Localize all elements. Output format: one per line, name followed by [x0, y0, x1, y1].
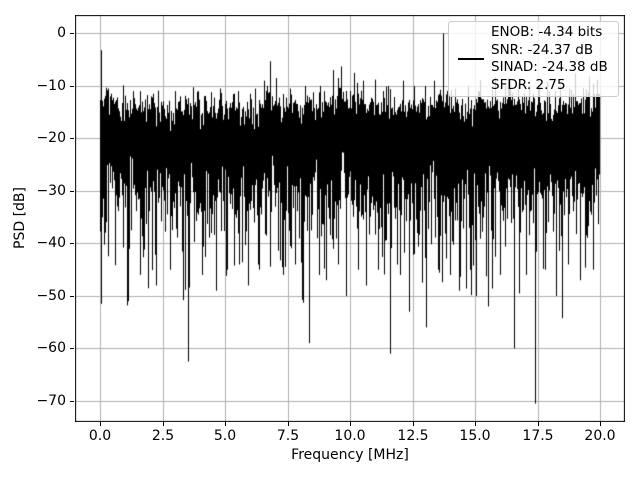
x-tick-label: 5.0 [213, 428, 237, 444]
y-axis-label: PSD [dB] [12, 187, 28, 249]
y-tick-label: −70 [36, 393, 66, 409]
y-tick-mark [70, 191, 74, 192]
x-axis-label: Frequency [MHz] [291, 447, 409, 463]
y-tick-mark [70, 401, 74, 402]
x-tick-label: 7.5 [276, 428, 300, 444]
y-tick-mark [70, 138, 74, 139]
legend-enob-value: ENOB: -4.34 bits [491, 24, 603, 40]
y-tick-mark [70, 243, 74, 244]
y-tick-mark [70, 86, 74, 87]
y-tick-label: −30 [36, 183, 66, 199]
x-tick-label: 12.5 [397, 428, 429, 444]
legend-snr-value: SNR: -24.37 dB [491, 41, 594, 58]
legend-text-block: ENOB: -4.34 bits SNR: -24.37 dB SINAD: -… [491, 24, 608, 94]
y-tick-label: −60 [36, 340, 66, 356]
legend-line-sample-icon [458, 58, 484, 60]
y-tick-label: −50 [36, 288, 66, 304]
y-tick-label: −10 [36, 78, 66, 94]
x-tick-mark [538, 422, 539, 426]
y-tick-mark [70, 348, 74, 349]
x-tick-mark [100, 422, 101, 426]
x-tick-mark [163, 422, 164, 426]
legend-sfdr-value: SFDR: 2.75 [491, 76, 566, 93]
x-tick-label: 10.0 [334, 428, 366, 444]
legend-sinad-value: SINAD: -24.38 dB [491, 59, 608, 75]
x-tick-label: 2.5 [151, 428, 175, 444]
x-tick-mark [413, 422, 414, 426]
plot-area: ENOB: -4.34 bits SNR: -24.37 dB SINAD: -… [75, 15, 625, 422]
x-tick-label: 20.0 [584, 428, 616, 444]
y-tick-label: −20 [36, 130, 66, 146]
x-tick-label: 15.0 [459, 428, 491, 444]
y-tick-label: −40 [36, 235, 66, 251]
legend: ENOB: -4.34 bits SNR: -24.37 dB SINAD: -… [448, 21, 619, 97]
x-tick-mark [225, 422, 226, 426]
y-tick-mark [70, 33, 74, 34]
x-tick-mark [600, 422, 601, 426]
x-tick-label: 17.5 [522, 428, 554, 444]
x-tick-label: 0.0 [88, 428, 112, 444]
x-tick-mark [350, 422, 351, 426]
x-tick-mark [475, 422, 476, 426]
y-tick-label: 0 [57, 25, 66, 41]
x-tick-mark [288, 422, 289, 426]
y-tick-mark [70, 296, 74, 297]
